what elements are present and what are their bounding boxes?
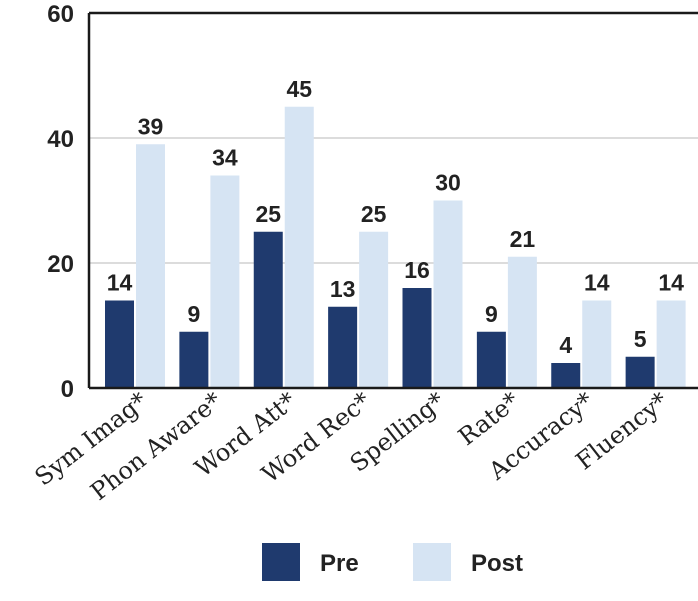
- bar-pre: [402, 288, 432, 388]
- x-tick-label: Phon Aware*: [85, 387, 227, 506]
- data-label-pre: 5: [634, 326, 647, 352]
- data-label-pre: 16: [404, 257, 430, 283]
- legend-label-post: Post: [471, 550, 523, 577]
- bar-post: [359, 231, 389, 388]
- y-tick-label: 60: [47, 1, 74, 28]
- data-label-post: 14: [584, 270, 610, 296]
- bar-post: [656, 300, 686, 388]
- bar-post: [210, 175, 240, 388]
- data-label-pre: 9: [485, 301, 498, 327]
- data-label-post: 45: [286, 76, 312, 102]
- data-labels: 14 39 9 34 25 45 13 25 16 30 9 21 4 14 5 14: [107, 76, 684, 358]
- data-label-post: 39: [138, 113, 164, 139]
- data-label-post: 34: [212, 145, 238, 171]
- bar-pre: [625, 356, 655, 388]
- data-label-pre: 25: [255, 201, 281, 227]
- bars: [105, 106, 686, 388]
- legend: Pre Post: [262, 543, 523, 581]
- data-label-post: 30: [435, 170, 461, 196]
- y-tick-label: 40: [47, 126, 74, 153]
- bar-post: [507, 256, 537, 388]
- legend-label-pre: Pre: [320, 550, 359, 577]
- bar-post: [136, 144, 165, 388]
- data-label-post: 25: [361, 201, 387, 227]
- axes: [87, 11, 698, 390]
- bar-post: [433, 200, 463, 388]
- gridlines: [89, 137, 698, 264]
- bar-post: [582, 300, 612, 388]
- bar-pre: [551, 363, 581, 388]
- data-label-pre: 9: [187, 301, 200, 327]
- bar-post: [284, 106, 314, 388]
- data-label-pre: 14: [107, 270, 133, 296]
- data-label-post: 14: [658, 270, 684, 296]
- bar-pre: [105, 300, 134, 388]
- bar-pre: [253, 231, 283, 388]
- y-tick-labels: 0 20 40 60: [47, 1, 74, 403]
- bar-pre: [179, 331, 209, 388]
- bar-pre: [476, 331, 506, 388]
- x-tick-labels: Sym Imag*Phon Aware*Word Att*Word Rec*Sp…: [30, 387, 674, 506]
- y-tick-label: 20: [47, 251, 74, 278]
- data-label-pre: 4: [559, 332, 572, 358]
- legend-swatch-post: [413, 543, 451, 581]
- y-tick-label: 0: [61, 376, 74, 403]
- data-label-post: 21: [510, 226, 536, 252]
- data-label-pre: 13: [330, 276, 356, 302]
- legend-swatch-pre: [262, 543, 300, 581]
- bar-pre: [328, 306, 358, 388]
